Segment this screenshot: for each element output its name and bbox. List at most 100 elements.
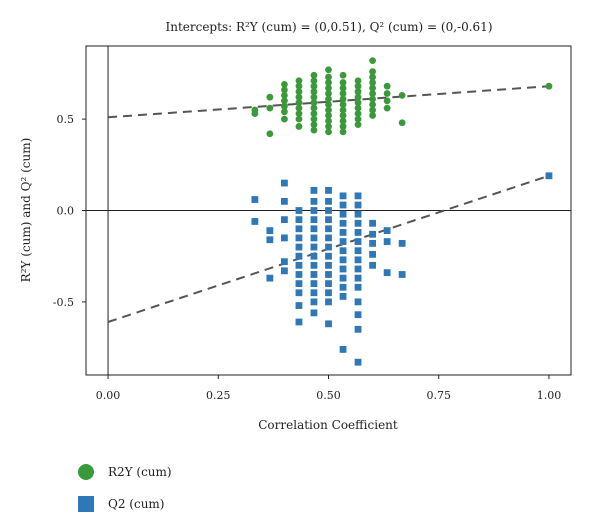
q2-point: [354, 311, 362, 319]
q2-point: [339, 201, 347, 209]
r2y-point: [354, 82, 362, 90]
r2y-point: [266, 93, 274, 101]
q2-point: [325, 320, 332, 328]
q2-point: [339, 283, 347, 291]
q2-point: [295, 243, 303, 251]
r2y-point: [281, 108, 288, 116]
r2y-point: [295, 93, 303, 101]
q2-point: [339, 210, 347, 218]
q2-point: [354, 192, 362, 200]
x-tick-label: 0.25: [206, 389, 231, 402]
y-tick-label: -0.5: [53, 296, 74, 309]
r2y-point: [369, 79, 376, 86]
r2y-point: [369, 84, 376, 92]
q2-point: [310, 207, 318, 214]
r2y-point: [354, 110, 362, 118]
q2-point: [339, 256, 347, 264]
r2y-point: [354, 88, 362, 96]
q2-point: [339, 219, 347, 227]
y-tick-label: 0.5: [57, 113, 75, 126]
q2-point: [310, 252, 318, 260]
r2y-point: [295, 88, 303, 96]
q2-point: [310, 309, 318, 317]
r2y-point: [325, 112, 332, 119]
q2-point: [369, 230, 376, 238]
r2y-point: [339, 101, 347, 108]
r2y-point: [295, 99, 303, 107]
r2y-point: [325, 101, 332, 108]
x-tick-label: 0.00: [96, 389, 121, 402]
q2-point: [295, 216, 303, 224]
r2y-point: [339, 106, 347, 114]
r2y-point: [325, 73, 332, 81]
q2-point: [354, 283, 362, 291]
chart-title: Intercepts: R²Y (cum) = (0,0.51), Q² (cu…: [165, 20, 492, 34]
legend-label-r2y: R2Y (cum): [108, 465, 172, 479]
r2y-point: [339, 71, 347, 79]
r2y-point: [325, 106, 332, 114]
x-tick-label: 0.75: [426, 389, 451, 402]
q2-point: [339, 192, 347, 200]
r2y-point: [339, 117, 347, 125]
r2y-point: [325, 128, 332, 136]
r2y-point: [325, 79, 332, 86]
r2y-point: [339, 123, 347, 130]
r2y-point: [295, 110, 303, 118]
q2-point: [339, 229, 347, 236]
x-tick-label: 0.50: [316, 389, 341, 402]
q2-point: [325, 234, 332, 242]
q2-point: [383, 238, 391, 245]
r2y-point: [369, 112, 376, 119]
r2y-point: [354, 121, 362, 128]
r2y-point: [310, 77, 318, 85]
r2y-point: [251, 106, 259, 114]
legend-item-q2: Q2 (cum): [78, 494, 172, 514]
r2y-point: [281, 91, 288, 99]
q2-point: [295, 302, 303, 309]
x-tick-label: 1.00: [537, 389, 562, 402]
q2-point: [310, 186, 318, 194]
q2-point: [354, 201, 362, 209]
y-tick-label: 0.0: [57, 205, 75, 218]
q2-point: [369, 261, 376, 269]
q2-point: [354, 210, 362, 218]
r2y-point: [545, 82, 553, 90]
q2-point: [354, 256, 362, 264]
q2-point: [310, 271, 318, 278]
q2-point: [295, 225, 303, 233]
q2-point: [295, 261, 303, 269]
q2-point: [310, 197, 318, 205]
r2y-point: [354, 93, 362, 101]
r2y-point: [383, 97, 391, 105]
r2y-point: [310, 110, 318, 118]
r2y-point: [383, 104, 391, 112]
r2y-point: [383, 90, 391, 97]
r2y-point: [369, 68, 376, 75]
q2-point: [339, 293, 347, 300]
r2y-point: [354, 99, 362, 107]
q2-point: [325, 207, 332, 214]
q2-point: [251, 196, 259, 203]
q2-point: [310, 280, 318, 288]
q2-point: [281, 267, 288, 275]
q2-point: [339, 247, 347, 255]
q2-point: [325, 197, 332, 205]
q2-point: [354, 229, 362, 236]
q2-point: [310, 261, 318, 269]
q2-point: [295, 207, 303, 214]
q2-point: [383, 227, 391, 235]
q2-point: [251, 218, 259, 225]
r2y-point: [281, 80, 288, 88]
r2y-point: [295, 104, 303, 112]
r2y-point: [339, 112, 347, 119]
r2y-point: [339, 90, 347, 97]
q2-point: [325, 289, 332, 297]
q2-point: [339, 346, 347, 353]
q2-point: [310, 225, 318, 233]
r2y-point: [310, 104, 318, 112]
r2y-point: [369, 57, 376, 65]
y-axis-ticks: -0.5 0.0 0.5: [53, 113, 86, 309]
q2-point: [295, 252, 303, 260]
q2-point: [339, 265, 347, 273]
r2y-point: [310, 71, 318, 79]
